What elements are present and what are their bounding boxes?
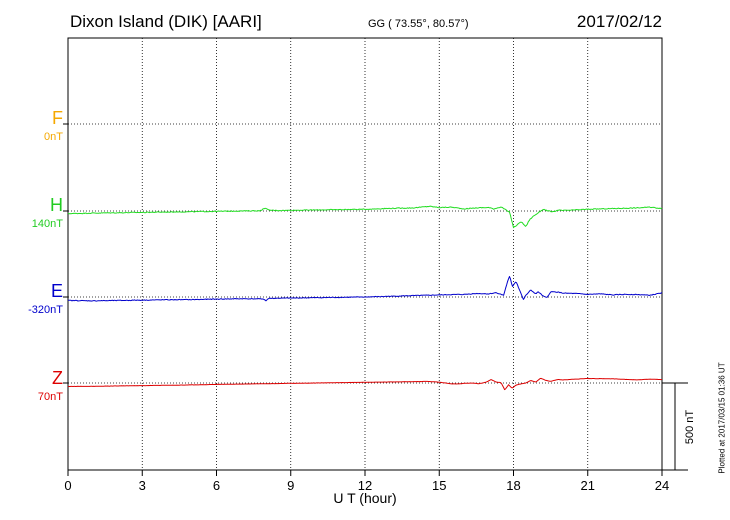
x-tick-label: 21	[581, 478, 595, 493]
x-tick-label: 6	[213, 478, 220, 493]
component-baseline: 0nT	[44, 131, 63, 143]
x-axis-ticks: 0 3 6 9 12 15 18 21 24	[64, 470, 669, 493]
component-name: Z	[52, 368, 63, 388]
component-baseline: 70nT	[37, 391, 63, 403]
geographic-coordinates: GG ( 73.55°, 80.57°)	[368, 18, 469, 30]
component-label-h: H 140nT	[32, 195, 63, 230]
series-lines	[67, 205, 663, 391]
component-label-z: Z 70nT	[38, 368, 63, 403]
station-title: Dixon Island (DIK) [AARI]	[70, 12, 262, 31]
x-tick-label: 0	[64, 478, 71, 493]
component-baseline: 140nT	[31, 218, 63, 230]
x-tick-label: 12	[358, 478, 372, 493]
component-name: F	[52, 108, 63, 128]
component-label-e: E -320nT	[28, 281, 63, 316]
scale-bar-label: 500 nT	[684, 409, 696, 445]
component-label-f: F 0nT	[44, 108, 63, 143]
component-name: H	[50, 195, 63, 215]
x-axis-label: U T (hour)	[333, 490, 397, 506]
series-line-h	[67, 205, 663, 229]
series-line-z	[67, 377, 663, 391]
grid-lines	[63, 38, 662, 470]
component-baseline: -320nT	[28, 304, 63, 316]
scale-bar	[662, 382, 688, 471]
x-tick-label: 24	[655, 478, 669, 493]
series-line-e	[67, 276, 663, 302]
date-label: 2017/02/12	[576, 12, 662, 31]
x-tick-label: 9	[287, 478, 294, 493]
x-tick-label: 15	[432, 478, 446, 493]
x-tick-label: 18	[506, 478, 520, 493]
plotted-timestamp: Plotted at 2017/03/15 01:36 UT	[717, 362, 727, 474]
component-name: E	[50, 281, 63, 301]
x-tick-label: 3	[139, 478, 146, 493]
